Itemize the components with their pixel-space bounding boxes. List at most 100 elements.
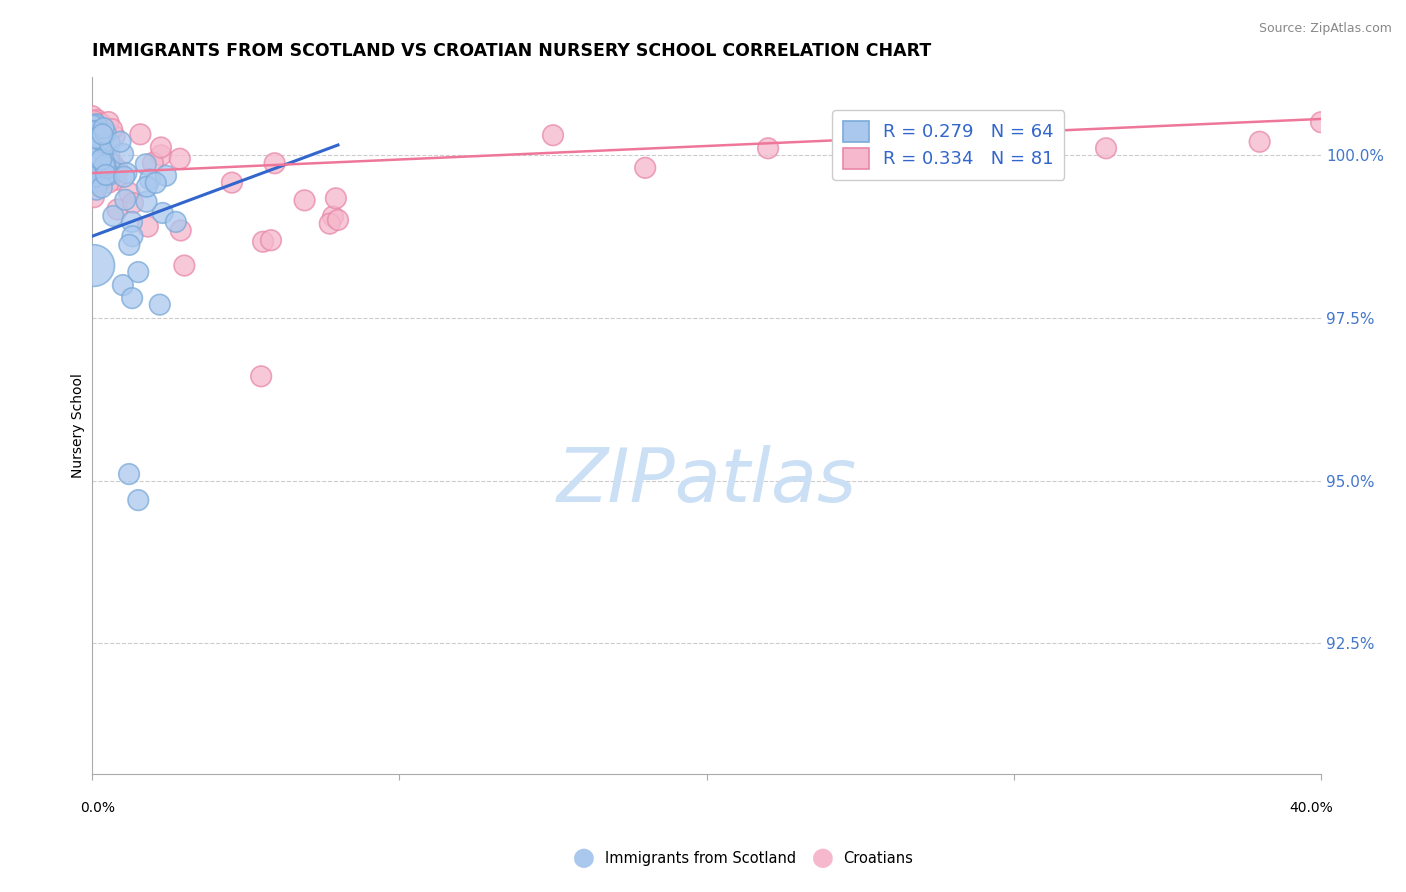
Point (87, 139, 110, 153)
Point (83, 151, 105, 165)
Point (98, 159, 121, 173)
Point (91, 128, 114, 142)
Point (135, 194, 157, 209)
Point (83, 114, 105, 128)
Text: IMMIGRANTS FROM SCOTLAND VS CROATIAN NURSERY SCHOOL CORRELATION CHART: IMMIGRANTS FROM SCOTLAND VS CROATIAN NUR… (93, 42, 931, 60)
Y-axis label: Nursery School: Nursery School (72, 373, 86, 477)
Point (86, 146, 108, 161)
Point (86, 133, 108, 147)
Point (86, 155, 108, 169)
Point (94, 169, 117, 183)
Point (84, 153, 107, 168)
Point (84, 117, 107, 131)
Point (82, 131, 104, 145)
Point (90, 143, 112, 157)
Point (250, 369, 273, 384)
Point (82, 119, 104, 133)
Point (122, 196, 145, 211)
Point (83, 124, 105, 138)
Point (941, 148, 963, 162)
Point (86, 166, 108, 180)
Point (90, 180, 112, 194)
Point (84, 131, 107, 145)
Point (135, 179, 157, 194)
Point (107, 202, 129, 217)
Point (139, 172, 162, 186)
Point (97, 168, 120, 182)
Point (90, 116, 112, 130)
Point (86, 118, 108, 132)
Point (89, 177, 111, 191)
Point (221, 176, 243, 190)
Point (325, 191, 347, 205)
Point (83, 190, 105, 204)
Point (105, 172, 128, 186)
Point (135, 157, 157, 171)
Point (86, 170, 108, 185)
Point (93, 158, 115, 172)
Point (82, 152, 104, 166)
Point (118, 467, 141, 481)
Text: Source: ZipAtlas.com: Source: ZipAtlas.com (1258, 22, 1392, 36)
Point (111, 278, 134, 293)
Point (84, 169, 107, 183)
Point (87, 146, 110, 161)
Point (90, 153, 112, 167)
Point (87, 154, 110, 169)
Point (98, 147, 121, 161)
Point (112, 169, 135, 184)
Point (260, 233, 283, 247)
Point (326, 213, 349, 227)
Point (86, 174, 108, 188)
Text: Croatians: Croatians (844, 851, 914, 865)
Point (112, 147, 135, 161)
Point (319, 217, 342, 231)
Point (87, 132, 110, 146)
Point (87, 140, 110, 154)
Point (98, 155, 121, 169)
Text: Immigrants from Scotland: Immigrants from Scotland (605, 851, 796, 865)
Point (152, 206, 174, 220)
Point (82, 119, 104, 133)
Point (150, 148, 173, 162)
Point (89, 143, 111, 157)
Point (121, 291, 143, 305)
Point (82, 149, 104, 163)
Point (94, 126, 117, 140)
Point (173, 259, 195, 273)
Point (103, 162, 125, 177)
Point (294, 194, 316, 208)
Point (322, 210, 344, 224)
Point (82, 163, 104, 178)
Point (169, 152, 191, 166)
Point (86, 113, 108, 128)
Point (90, 133, 112, 147)
Point (165, 215, 187, 229)
Point (83, 169, 105, 184)
Point (1095, 141, 1118, 155)
Point (84, 149, 107, 163)
Point (121, 229, 143, 244)
Legend: R = 0.279   N = 64, R = 0.334   N = 81: R = 0.279 N = 64, R = 0.334 N = 81 (832, 110, 1064, 179)
Point (83, 164, 105, 178)
Point (252, 235, 274, 249)
Point (121, 215, 143, 229)
Point (82, 109, 104, 123)
Point (82, 134, 104, 148)
Point (1249, 135, 1271, 149)
Point (118, 237, 141, 252)
Point (86, 167, 108, 181)
Point (1310, 115, 1333, 129)
Text: ZIPatlas: ZIPatlas (557, 445, 856, 517)
Point (149, 140, 172, 154)
Point (149, 298, 172, 312)
Point (142, 156, 165, 170)
Text: ⬤: ⬤ (572, 848, 595, 868)
Point (127, 265, 149, 279)
Point (97, 176, 120, 190)
Point (91, 136, 114, 150)
Point (145, 176, 167, 190)
Point (82, 122, 104, 136)
Point (83, 124, 105, 138)
Point (127, 493, 149, 508)
